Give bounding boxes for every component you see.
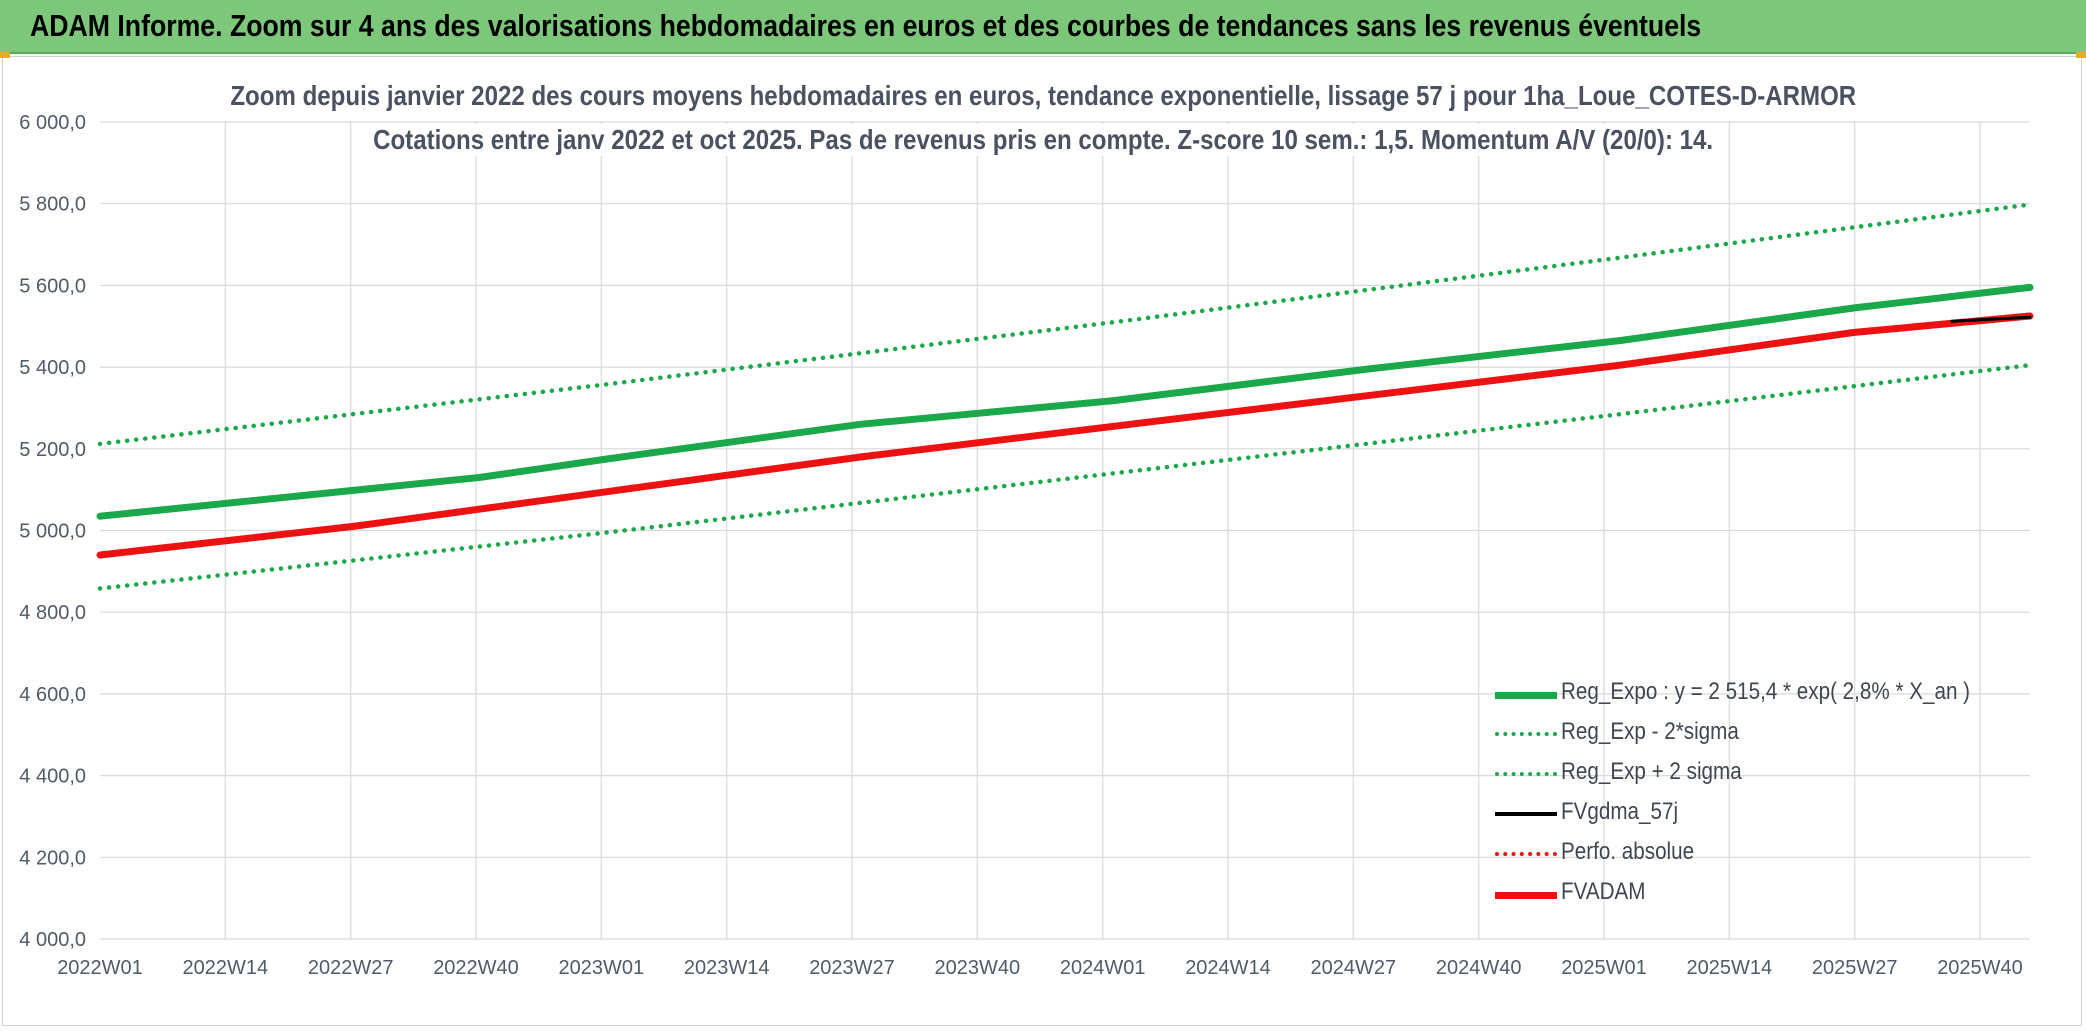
x-tick-label: 2022W01 — [57, 957, 143, 979]
legend-label: FVADAM — [1561, 878, 1646, 905]
y-tick-label: 4 200,0 — [19, 847, 86, 869]
legend-swatch — [1495, 772, 1557, 776]
grid — [100, 121, 2030, 940]
legend-swatch — [1495, 732, 1557, 736]
legend-label: Perfo. absolue — [1561, 838, 1695, 865]
x-tick-label: 2025W01 — [1561, 957, 1647, 979]
series-line — [96, 312, 2034, 559]
legend-swatch — [1495, 692, 1557, 699]
x-axis: 2022W01 2022W14 2022W27 2022W40 2023W01 2023W… — [57, 957, 2023, 979]
y-tick-label: 4 800,0 — [19, 602, 86, 624]
y-tick-label: 5 600,0 — [19, 275, 86, 297]
x-tick-label: 2022W14 — [183, 957, 269, 979]
series-line — [97, 362, 2033, 591]
x-tick-label: 2025W14 — [1687, 957, 1773, 979]
chart-title-line1: Zoom depuis janvier 2022 des cours moyen… — [0, 80, 2086, 112]
y-tick-label: 4 400,0 — [19, 766, 86, 788]
x-tick-label: 2022W27 — [308, 957, 394, 979]
legend-label: FVgdma_57j — [1561, 798, 1679, 825]
x-tick-label: 2023W01 — [559, 957, 645, 979]
x-tick-label: 2025W40 — [1937, 957, 2023, 979]
x-tick-label: 2024W14 — [1185, 957, 1271, 979]
y-axis: 6 000,0 5 800,0 5 600,0 5 400,0 5 200,0 5 000… — [19, 112, 86, 951]
y-tick-label: 4 000,0 — [19, 929, 86, 951]
legend-swatch — [1495, 812, 1557, 816]
banner: ADAM Informe. Zoom sur 4 ans des valoris… — [0, 0, 2086, 54]
x-tick-label: 2024W27 — [1311, 957, 1397, 979]
x-tick-label: 2024W40 — [1436, 957, 1522, 979]
chart-title-line2: Cotations entre janv 2022 et oct 2025. P… — [0, 124, 2086, 156]
plot-lines — [96, 202, 2034, 591]
x-tick-label: 2023W40 — [935, 957, 1021, 979]
y-tick-label: 6 000,0 — [19, 112, 86, 134]
banner-title: ADAM Informe. Zoom sur 4 ans des valoris… — [30, 8, 1702, 43]
x-tick-label: 2022W40 — [433, 957, 519, 979]
x-tick-label: 2025W27 — [1812, 957, 1898, 979]
y-tick-label: 4 600,0 — [19, 684, 86, 706]
legend-label: Reg_Exp - 2*sigma — [1561, 718, 1739, 745]
y-tick-label: 5 000,0 — [19, 521, 86, 543]
legend-label: Reg_Expo : y = 2 515,4 * exp( 2,8% * X_a… — [1561, 678, 1971, 705]
series-line — [97, 202, 2033, 447]
y-tick-label: 5 800,0 — [19, 194, 86, 216]
corner-mark — [2076, 52, 2086, 58]
x-tick-label: 2024W01 — [1060, 957, 1146, 979]
y-tick-label: 5 200,0 — [19, 439, 86, 461]
legend-label: Reg_Exp + 2 sigma — [1561, 758, 1742, 785]
legend-swatch — [1495, 892, 1557, 899]
corner-mark — [0, 52, 10, 58]
legend-swatch — [1495, 852, 1557, 856]
y-tick-label: 5 400,0 — [19, 357, 86, 379]
series-line — [1950, 315, 2032, 323]
chart-frame — [2, 56, 2082, 1026]
x-tick-label: 2023W14 — [684, 957, 770, 979]
x-tick-label: 2023W27 — [809, 957, 895, 979]
series-line — [96, 283, 2034, 520]
